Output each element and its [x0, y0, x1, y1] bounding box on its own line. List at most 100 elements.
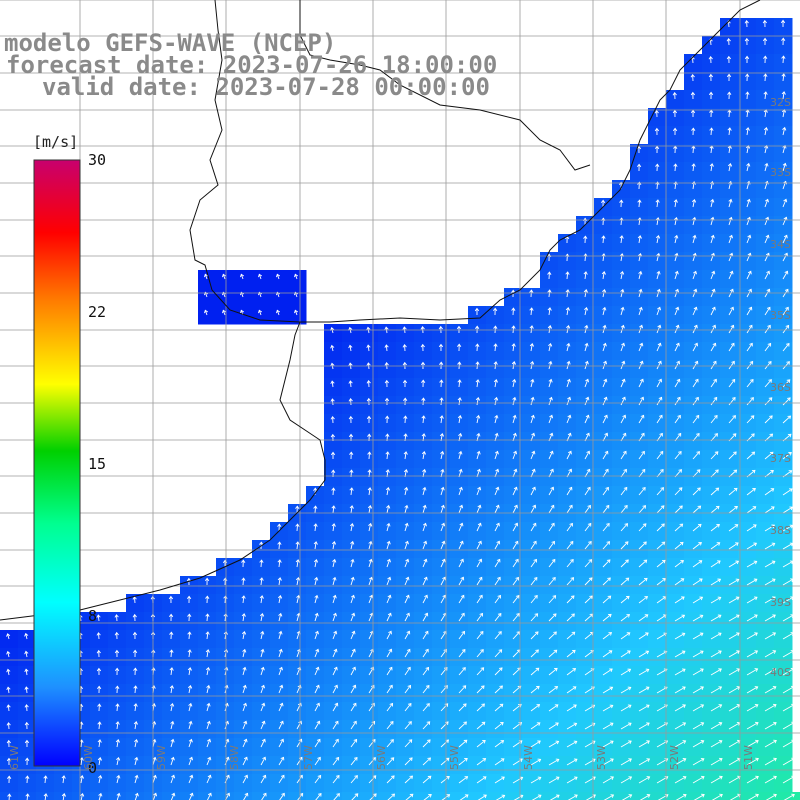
wind-cell: [216, 612, 235, 631]
wind-arrow-head: [603, 396, 608, 401]
wind-arrow: [566, 487, 573, 496]
wind-arrow: [584, 361, 588, 370]
wind-arrow-head: [529, 307, 534, 311]
wind-arrow-head: [368, 558, 373, 563]
wind-arrow-head: [674, 270, 679, 275]
wind-cell: [594, 522, 613, 541]
wind-arrow-head: [207, 774, 212, 779]
wind-cell: [540, 396, 559, 415]
wind-arrow-head: [694, 360, 699, 365]
wind-arrow-head: [188, 720, 193, 725]
wind-arrow: [782, 253, 788, 262]
wind-arrow-head: [646, 722, 650, 727]
wind-arrow-head: [568, 486, 573, 491]
wind-arrow-head: [726, 73, 732, 78]
wind-cell: [720, 126, 739, 145]
wind-cell: [468, 306, 487, 325]
wind-arrow-head: [427, 757, 432, 762]
wind-arrow-head: [407, 684, 412, 689]
wind-arrow: [602, 253, 605, 262]
wind-arrow-head: [566, 342, 571, 347]
wind-cell: [324, 648, 343, 667]
wind-cell: [252, 720, 271, 739]
wind-cell: [738, 792, 757, 800]
wind-arrow-head: [460, 594, 465, 599]
wind-arrow-head: [223, 648, 229, 653]
wind-arrow: [692, 596, 703, 604]
wind-arrow: [386, 667, 393, 676]
wind-arrow: [746, 343, 753, 352]
wind-cell: [360, 540, 379, 559]
wind-arrow: [584, 397, 589, 406]
wind-arrow-head: [334, 684, 338, 689]
wind-arrow-head: [754, 668, 759, 672]
wind-arrow: [530, 343, 533, 352]
wind-arrow: [494, 415, 498, 424]
wind-cell: [450, 576, 469, 595]
wind-arrow-head: [464, 757, 468, 762]
wind-arrow-head: [728, 216, 733, 221]
wind-arrow-head: [791, 739, 795, 744]
wind-arrow: [296, 559, 299, 568]
wind-cell: [738, 306, 757, 325]
wind-arrow-head: [420, 326, 425, 330]
wind-arrow-head: [734, 524, 739, 528]
wind-arrow: [548, 415, 553, 424]
wind-cell: [270, 270, 289, 289]
wind-arrow: [764, 379, 772, 388]
wind-arrow-head: [350, 558, 355, 563]
wind-arrow-head: [384, 326, 389, 331]
wind-arrow-head: [533, 540, 537, 545]
wind-arrow: [782, 578, 794, 586]
wind-arrow-head: [766, 288, 771, 293]
wind-arrow-head: [439, 433, 445, 437]
wind-arrow: [728, 740, 741, 748]
wind-cell: [396, 378, 415, 397]
wind-arrow-head: [700, 775, 705, 780]
wind-arrow-head: [391, 775, 395, 779]
wind-arrow-head: [642, 505, 647, 509]
wind-cell: [360, 432, 379, 451]
wind-cell: [216, 270, 235, 289]
wind-arrow-head: [366, 415, 372, 420]
wind-cell: [126, 612, 145, 631]
wind-arrow: [602, 541, 610, 550]
wind-arrow-head: [427, 739, 431, 743]
wind-arrow-head: [366, 397, 371, 402]
wind-arrow-head: [402, 361, 407, 366]
wind-arrow: [692, 163, 695, 172]
wind-cell: [720, 216, 739, 235]
wind-arrow: [548, 523, 555, 532]
wind-arrow-head: [535, 667, 540, 672]
wind-cell: [360, 378, 379, 397]
wind-cell: [234, 648, 253, 667]
wind-arrow: [80, 775, 83, 784]
wind-arrow-head: [97, 757, 102, 761]
wind-arrow-head: [750, 415, 755, 419]
wind-arrow-head: [133, 703, 138, 707]
wind-arrow: [746, 561, 757, 568]
wind-arrow: [548, 776, 560, 784]
wind-arrow-head: [426, 721, 431, 725]
wind-cell: [270, 648, 289, 667]
wind-arrow: [332, 488, 335, 496]
wind-arrow-head: [336, 793, 340, 797]
wind-arrow-head: [186, 595, 192, 600]
wind-arrow-head: [586, 468, 591, 473]
wind-arrow: [206, 703, 210, 712]
wind-cell: [180, 594, 199, 613]
wind-arrow: [782, 56, 785, 64]
wind-arrow-head: [260, 630, 265, 635]
wind-arrow-head: [697, 487, 701, 492]
wind-cell: [288, 738, 307, 757]
wind-arrow-head: [746, 216, 752, 221]
wind-cell: [612, 468, 631, 487]
wind-cell: [270, 306, 289, 325]
wind-arrow-head: [587, 486, 591, 491]
wind-arrow-head: [493, 361, 498, 365]
wind-arrow-head: [6, 686, 11, 691]
wind-cell: [540, 558, 559, 577]
wind-cell: [54, 774, 73, 793]
wind-arrow: [386, 721, 394, 730]
wind-arrow: [530, 325, 533, 334]
